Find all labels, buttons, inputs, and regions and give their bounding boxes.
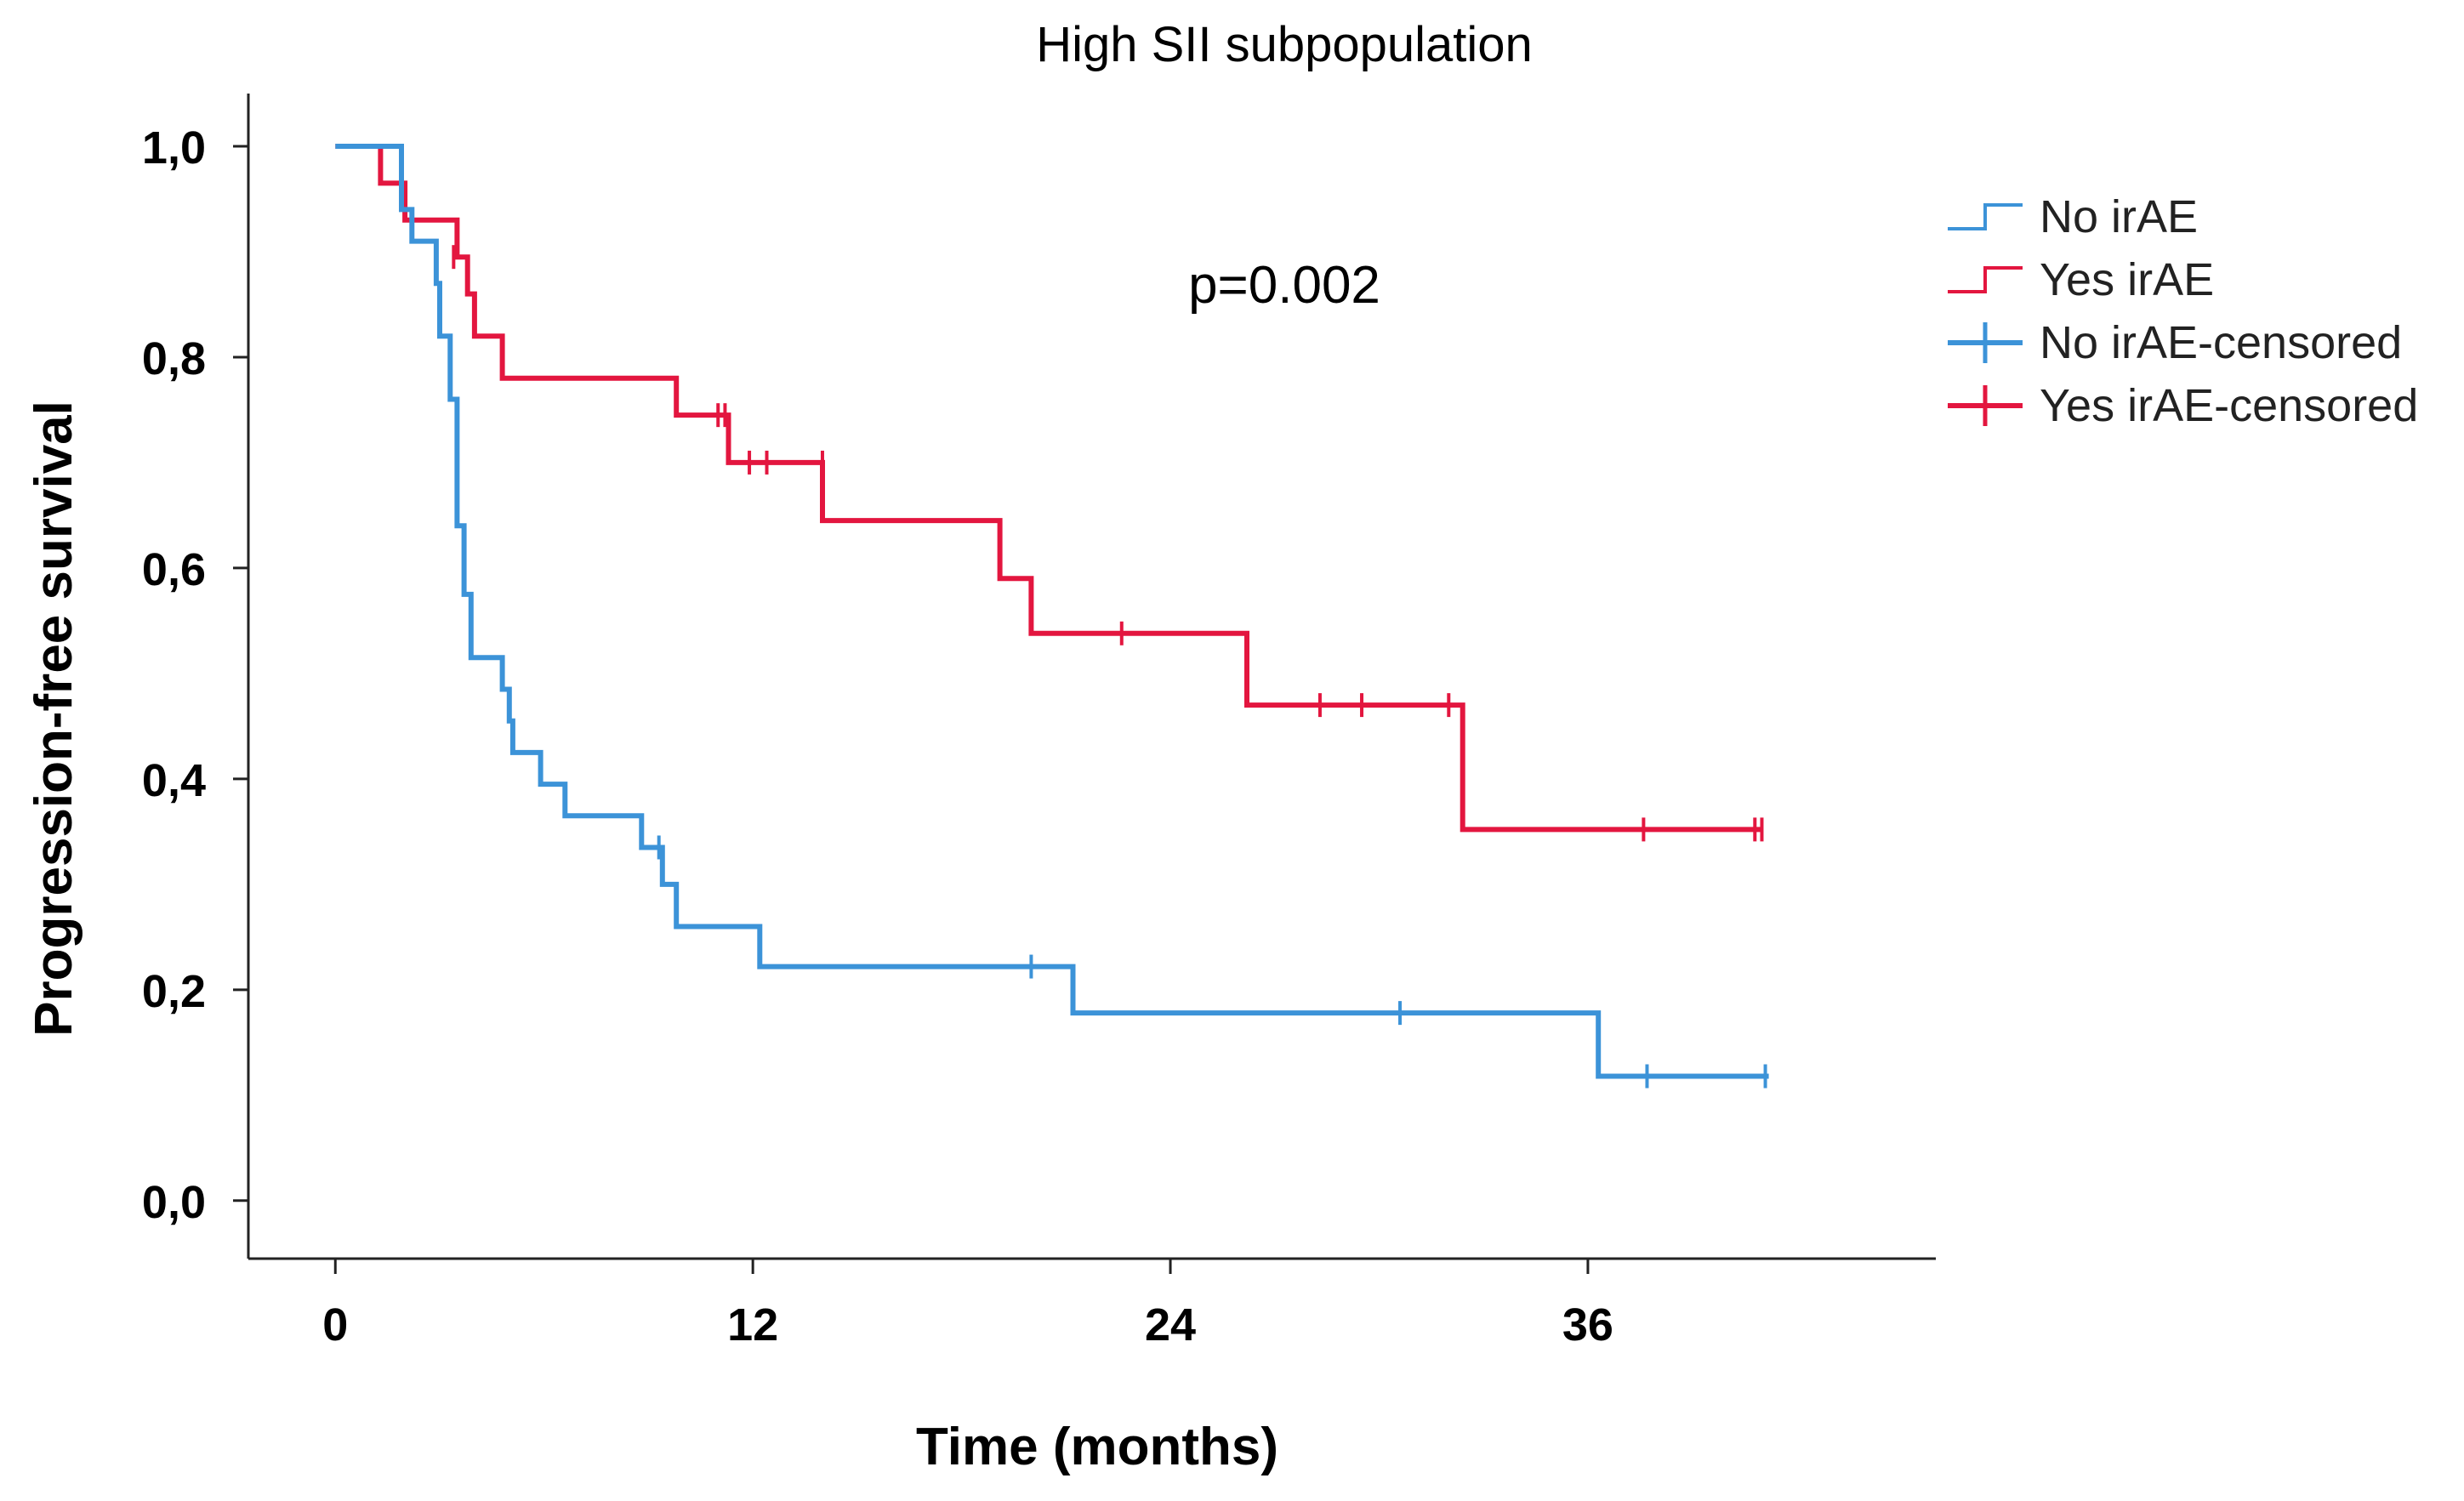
y-tick-label: 0,8: [142, 333, 206, 384]
series-layer: [335, 144, 1769, 1089]
x-tick-label: 0: [322, 1299, 348, 1350]
y-tick-label: 0,4: [142, 755, 206, 806]
legend-step-swatch: [1948, 266, 2023, 293]
legend-label: Yes irAE-censored: [2040, 380, 2418, 431]
y-tick-label: 0,0: [142, 1177, 206, 1228]
no_irae-series: [335, 144, 1769, 1089]
legend-label: Yes irAE: [2040, 254, 2214, 305]
p-value-annotation: p=0.002: [1188, 256, 1380, 315]
legend: No irAE Yes irAE No irAE-censored Yes irAE-…: [1948, 191, 2418, 431]
x-tick-label: 12: [727, 1299, 778, 1350]
y-tick-label: 0,6: [142, 544, 206, 595]
legend-item: No irAE: [1948, 191, 2198, 242]
legend-item: Yes irAE-censored: [1948, 380, 2418, 431]
legend-label: No irAE-censored: [2040, 317, 2402, 368]
y-axis-label: Progression-free survival: [25, 401, 83, 1037]
y-tick-label: 1,0: [142, 122, 206, 173]
chart-title: High SII subpopulation: [1036, 17, 1533, 72]
legend-item: Yes irAE: [1948, 254, 2214, 305]
x-tick-label: 24: [1145, 1299, 1196, 1350]
x-tick-label: 36: [1562, 1299, 1613, 1350]
no_irae-survival-curve: [335, 144, 1769, 1079]
legend-label: No irAE: [2040, 191, 2198, 242]
y-tick-label: 0,2: [142, 966, 206, 1017]
x-axis-label: Time (months): [916, 1418, 1278, 1476]
legend-item: No irAE-censored: [1948, 317, 2402, 368]
yes_irae-survival-curve: [335, 144, 1762, 833]
legend-step-swatch: [1948, 203, 2023, 230]
yes_irae-series: [335, 144, 1764, 842]
axes: 0,0 0,2 0,4 0,6 0,8 1,0 0 12 24 36: [142, 94, 1936, 1350]
